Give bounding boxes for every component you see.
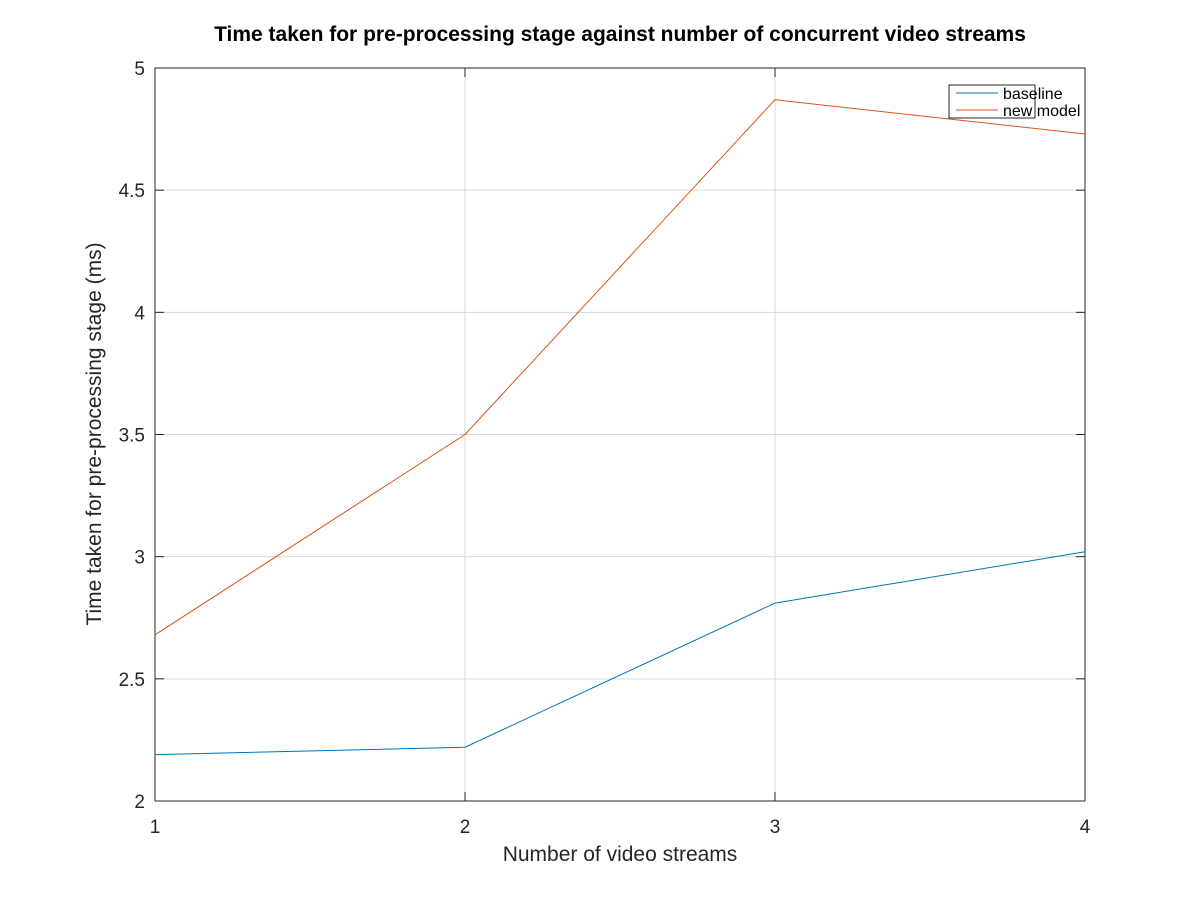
y-tick-label: 3 — [134, 548, 145, 569]
y-tick-label: 4.5 — [119, 181, 145, 202]
axis-ticks: 1 2 3 422.533.544.55 — [119, 59, 1091, 838]
x-tick-label: 2 — [460, 817, 471, 838]
y-tick-label: 5 — [134, 59, 145, 80]
legend-box — [948, 84, 1036, 119]
x-axis-label: Number of video streams — [503, 843, 738, 866]
legend-label-baseline: baseline — [1003, 86, 1063, 103]
x-tick-label: 4 — [1080, 817, 1091, 838]
x-tick-label: 3 — [770, 817, 781, 838]
series-lines — [154, 99, 1086, 756]
legend-label-new-model: new model — [1003, 103, 1080, 120]
grid-lines — [155, 68, 1085, 801]
series-line-new-model — [154, 99, 1086, 636]
series-line-baseline — [154, 551, 1086, 756]
x-tick-label: 1 — [150, 817, 161, 838]
y-axis-label: Time taken for pre-processing stage (ms) — [83, 242, 106, 625]
y-tick-label: 2.5 — [119, 670, 145, 691]
y-tick-label: 2 — [134, 792, 145, 813]
y-tick-label: 3.5 — [119, 426, 145, 447]
chart-title: Time taken for pre-processing stage agai… — [214, 23, 1026, 46]
y-tick-label: 4 — [134, 303, 145, 324]
